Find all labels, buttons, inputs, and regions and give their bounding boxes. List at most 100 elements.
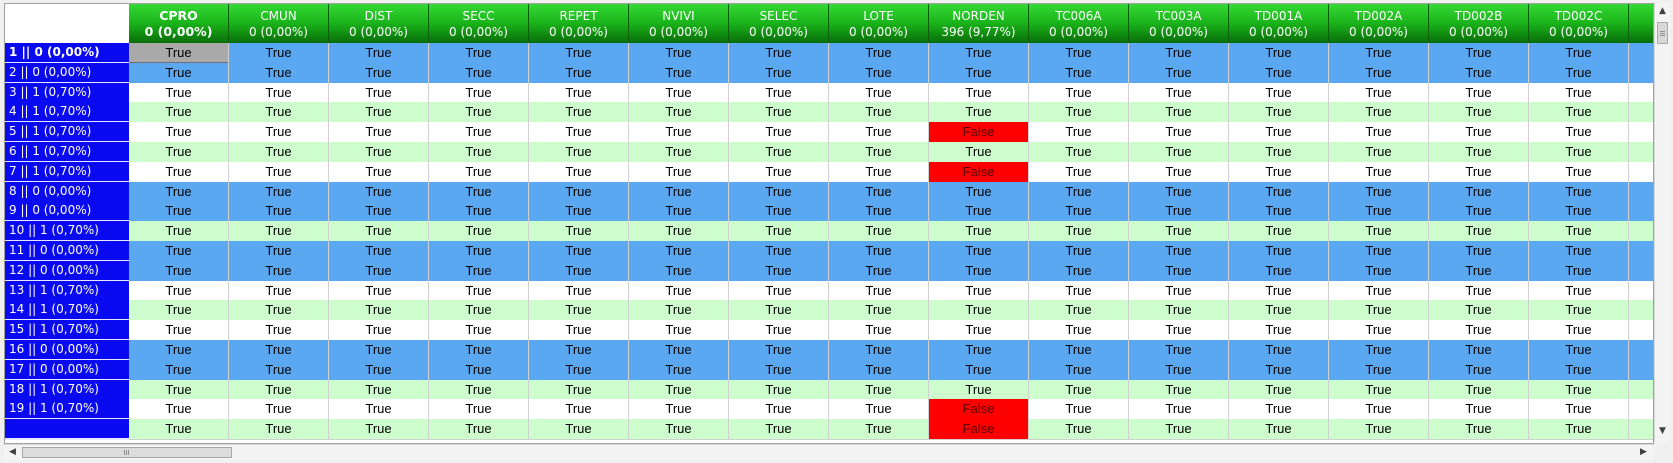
column-header-selec[interactable]: SELEC 0 (0,00%) bbox=[729, 4, 829, 45]
cell-true[interactable]: True bbox=[829, 419, 929, 441]
cell-true[interactable]: True bbox=[129, 340, 229, 361]
cell-true[interactable] bbox=[1629, 280, 1653, 302]
cell-true[interactable]: True bbox=[1229, 142, 1329, 163]
cell-true[interactable]: True bbox=[1429, 280, 1529, 302]
cell-true[interactable]: True bbox=[629, 62, 729, 84]
cell-true[interactable]: True bbox=[629, 379, 729, 401]
cell-true[interactable]: True bbox=[129, 82, 229, 104]
cell-true[interactable]: True bbox=[129, 122, 229, 144]
cell-true[interactable]: True bbox=[1429, 62, 1529, 84]
cell-true[interactable]: True bbox=[1429, 419, 1529, 441]
row-header[interactable]: 11 || 0 (0,00%) bbox=[5, 241, 133, 262]
cell-true[interactable]: True bbox=[329, 142, 429, 163]
cell-true[interactable] bbox=[1629, 419, 1653, 441]
column-header-td002b[interactable]: TD002B 0 (0,00%) bbox=[1429, 4, 1529, 45]
cell-true[interactable]: True bbox=[1329, 300, 1429, 322]
cell-true[interactable]: True bbox=[629, 142, 729, 163]
cell-true[interactable]: True bbox=[429, 62, 529, 84]
column-header-dist[interactable]: DIST 0 (0,00%) bbox=[329, 4, 429, 45]
row-header[interactable]: 15 || 1 (0,70%) bbox=[5, 320, 133, 342]
cell-true[interactable]: True bbox=[1329, 340, 1429, 361]
cell-true[interactable]: True bbox=[1529, 300, 1629, 322]
cell-true[interactable]: True bbox=[1329, 62, 1429, 84]
cell-true[interactable]: True bbox=[129, 379, 229, 401]
cell-true[interactable]: True bbox=[229, 359, 329, 381]
cell-true[interactable]: True bbox=[1429, 102, 1529, 124]
cell-false[interactable]: False bbox=[929, 122, 1029, 144]
cell-true[interactable]: True bbox=[929, 359, 1029, 381]
cell-true[interactable]: True bbox=[1529, 201, 1629, 223]
cell-true[interactable]: True bbox=[829, 43, 929, 64]
cell-true[interactable]: True bbox=[629, 161, 729, 183]
cell-true[interactable]: True bbox=[1129, 201, 1229, 223]
cell-true[interactable]: True bbox=[429, 340, 529, 361]
cell-true[interactable]: True bbox=[1529, 399, 1629, 421]
cell-true[interactable]: True bbox=[1529, 43, 1629, 64]
cell-true[interactable] bbox=[1629, 241, 1653, 262]
cell-true[interactable]: True bbox=[229, 221, 329, 243]
cell-true[interactable]: True bbox=[1029, 379, 1129, 401]
vertical-scrollbar[interactable]: ▲ ▼ bbox=[1654, 3, 1670, 442]
cell-true[interactable]: True bbox=[929, 102, 1029, 124]
cell-true[interactable]: True bbox=[1329, 201, 1429, 223]
cell-true[interactable]: True bbox=[929, 201, 1029, 223]
cell-true[interactable]: True bbox=[829, 280, 929, 302]
cell-true[interactable]: True bbox=[1229, 201, 1329, 223]
cell-true[interactable]: True bbox=[1529, 221, 1629, 243]
cell-true[interactable]: True bbox=[529, 181, 629, 203]
cell-true[interactable]: True bbox=[1329, 221, 1429, 243]
cell-true[interactable]: True bbox=[1329, 399, 1429, 421]
cell-true[interactable]: True bbox=[229, 300, 329, 322]
cell-true[interactable] bbox=[1629, 43, 1653, 64]
cell-true[interactable]: True bbox=[429, 201, 529, 223]
cell-true[interactable]: True bbox=[729, 260, 829, 282]
cell-true[interactable]: True bbox=[929, 300, 1029, 322]
cell-true[interactable]: True bbox=[1429, 142, 1529, 163]
row-header[interactable] bbox=[5, 419, 133, 441]
cell-true[interactable]: True bbox=[1529, 122, 1629, 144]
cell-true[interactable]: True bbox=[1129, 142, 1229, 163]
column-header-norden[interactable]: NORDEN 396 (9,77%) bbox=[929, 4, 1029, 45]
cell-true[interactable]: True bbox=[1029, 340, 1129, 361]
row-header[interactable]: 12 || 0 (0,00%) bbox=[5, 260, 133, 282]
cell-true[interactable]: True bbox=[729, 320, 829, 342]
cell-true[interactable]: True bbox=[1029, 419, 1129, 441]
cell-true[interactable]: True bbox=[1429, 221, 1529, 243]
cell-true[interactable]: True bbox=[729, 241, 829, 262]
cell-true[interactable]: True bbox=[229, 62, 329, 84]
cell-true[interactable]: True bbox=[729, 280, 829, 302]
cell-true[interactable]: True bbox=[129, 280, 229, 302]
cell-true[interactable]: True bbox=[1429, 300, 1529, 322]
cell-true[interactable]: True bbox=[429, 379, 529, 401]
cell-true[interactable]: True bbox=[1529, 260, 1629, 282]
cell-true[interactable]: True bbox=[229, 82, 329, 104]
cell-true[interactable]: True bbox=[829, 122, 929, 144]
cell-true[interactable]: True bbox=[1429, 399, 1529, 421]
cell-true[interactable]: True bbox=[529, 82, 629, 104]
cell-true[interactable]: True bbox=[1229, 181, 1329, 203]
cell-true[interactable]: True bbox=[329, 122, 429, 144]
cell-true[interactable]: True bbox=[1229, 62, 1329, 84]
cell-true[interactable]: True bbox=[129, 62, 229, 84]
grid-corner[interactable] bbox=[5, 4, 133, 45]
cell-true[interactable]: True bbox=[729, 300, 829, 322]
cell-true[interactable]: True bbox=[1529, 102, 1629, 124]
cell-true[interactable]: True bbox=[929, 260, 1029, 282]
cell-true[interactable]: True bbox=[329, 379, 429, 401]
row-header[interactable]: 3 || 1 (0,70%) bbox=[5, 82, 133, 104]
cell-true[interactable]: True bbox=[129, 300, 229, 322]
cell-true[interactable]: True bbox=[1129, 340, 1229, 361]
cell-true[interactable]: True bbox=[129, 320, 229, 342]
cell-true[interactable]: True bbox=[729, 201, 829, 223]
cell-true[interactable]: True bbox=[1029, 142, 1129, 163]
cell-true[interactable]: True bbox=[529, 62, 629, 84]
cell-true[interactable]: True bbox=[1229, 221, 1329, 243]
cell-true[interactable]: True bbox=[329, 82, 429, 104]
cell-true[interactable]: True bbox=[529, 43, 629, 64]
cell-true[interactable]: True bbox=[1429, 260, 1529, 282]
row-header[interactable]: 10 || 1 (0,70%) bbox=[5, 221, 133, 243]
cell-true[interactable]: True bbox=[1129, 241, 1229, 262]
cell-true[interactable]: True bbox=[1229, 102, 1329, 124]
cell-true[interactable]: True bbox=[529, 161, 629, 183]
column-header-td001a[interactable]: TD001A 0 (0,00%) bbox=[1229, 4, 1329, 45]
